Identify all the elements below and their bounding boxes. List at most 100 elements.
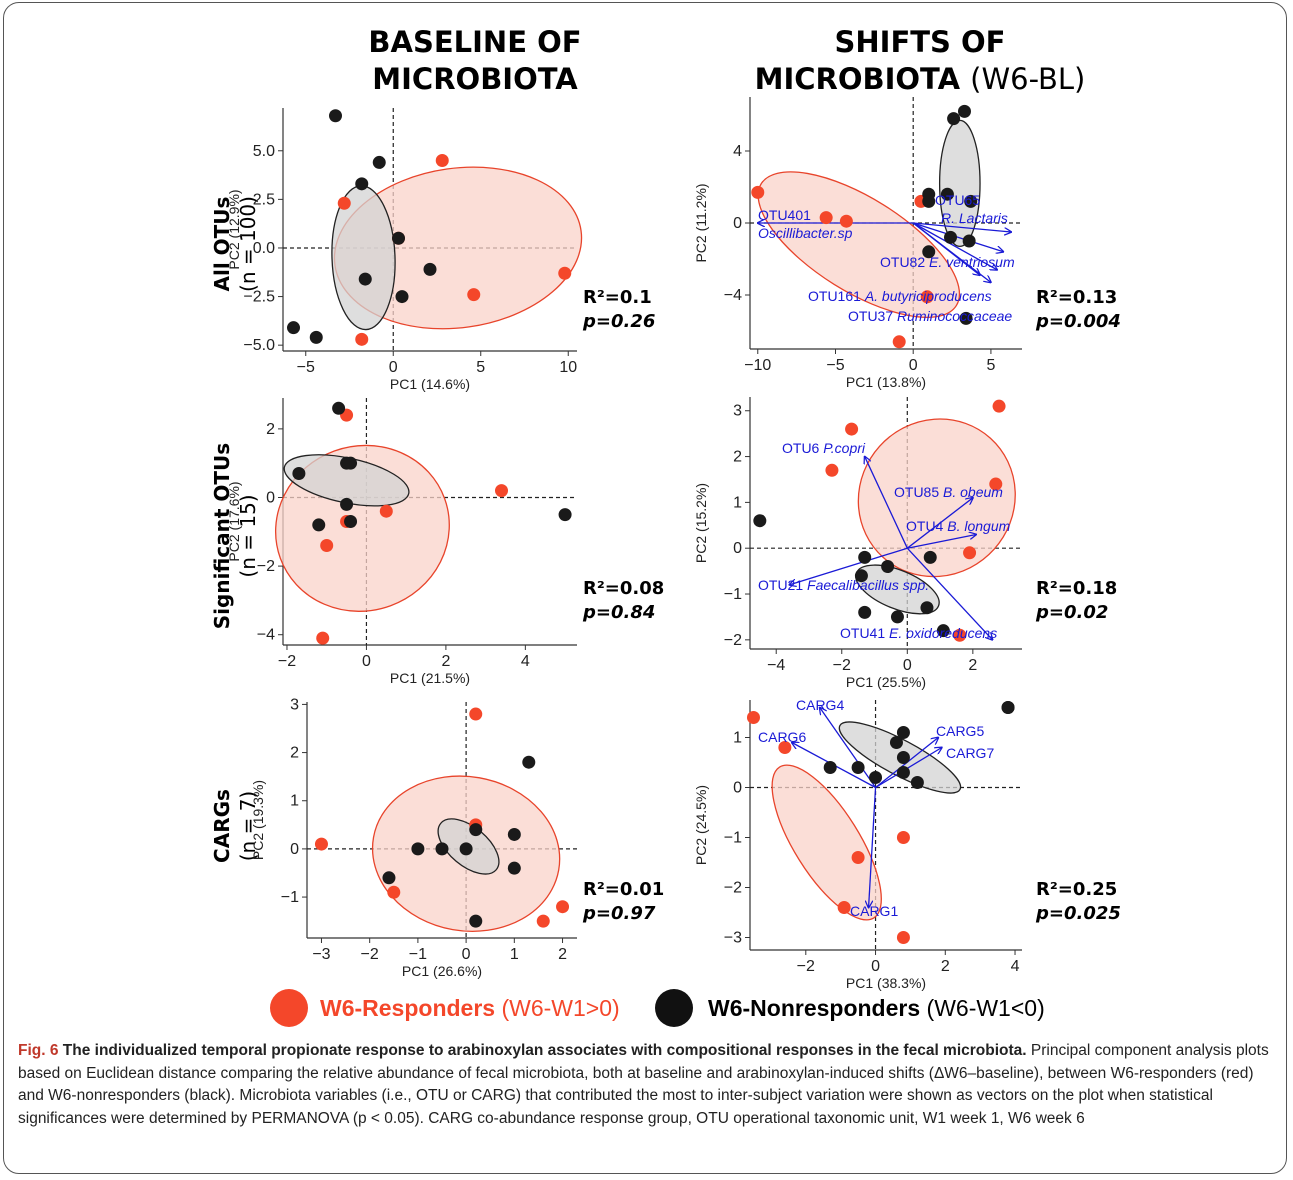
nonresponder-point xyxy=(896,766,910,779)
nonresponder-point xyxy=(858,550,872,564)
x-tick-label: 0 xyxy=(389,359,398,376)
responder-point xyxy=(469,707,483,721)
figure-caption: Fig. 6 The individualized temporal propi… xyxy=(18,1040,1276,1130)
responder-point xyxy=(992,399,1006,413)
nonresponder-point xyxy=(344,456,358,470)
responder-point xyxy=(387,885,401,899)
column-header-shifts-bold: SHIFTS OF MICROBIOTA xyxy=(754,25,1006,96)
responder-ellipse xyxy=(757,171,961,318)
loading-vector xyxy=(907,534,976,549)
p-value: p=0.025 xyxy=(1036,903,1121,924)
y-tick-label: 2 xyxy=(266,421,275,438)
y-tick-label: 4 xyxy=(733,143,742,160)
p-value: p=0.02 xyxy=(1036,602,1109,623)
responder-ellipse xyxy=(771,764,882,921)
x-axis-title: PC1 (38.3%) xyxy=(846,975,926,991)
caption-fig-number: Fig. 6 xyxy=(18,1042,59,1059)
loading-vector xyxy=(913,222,1011,232)
nonresponder-point xyxy=(522,755,536,769)
vector-label: OTU37 Ruminococcaceae xyxy=(848,308,1012,324)
stat-significant-otus-shifts: R²=0.18 p=0.02 xyxy=(1036,577,1117,625)
loading-vector xyxy=(875,748,942,789)
figure-frame xyxy=(3,2,1287,1174)
y-tick-label: −2 xyxy=(724,880,742,897)
y-tick-label: 5.0 xyxy=(253,143,275,160)
responder-point xyxy=(851,851,865,864)
nonresponder-point xyxy=(851,761,865,774)
responder-point xyxy=(839,214,853,228)
y-tick-label: 0 xyxy=(733,540,742,557)
y-tick-label: 3 xyxy=(733,403,742,420)
responder-point xyxy=(920,290,934,304)
responder-point xyxy=(467,288,481,302)
x-axis-title: PC1 (14.6%) xyxy=(390,376,470,392)
y-tick-label: −2.5 xyxy=(243,289,275,306)
stat-cargs-shifts: R²=0.25 p=0.025 xyxy=(1036,878,1121,926)
nonresponder-point xyxy=(896,751,910,764)
y-tick-label: −1 xyxy=(724,830,742,847)
nonresponder-point xyxy=(312,518,326,532)
pca-panel: −10 −5 0 5 −4 0 4 PC1 (13.8%) PC2 (11.2%) OTU401 O… xyxy=(693,97,1022,390)
vector-label: CARG5 xyxy=(936,723,984,739)
nonresponder-point xyxy=(823,761,837,774)
pca-panel: −4 −2 0 2 −2 −1 0 1 2 3 PC1 (25.5%) PC2 (15.2%) OTU6… xyxy=(693,397,1022,690)
nonresponder-point xyxy=(395,290,409,304)
x-tick-label: 0 xyxy=(909,357,918,374)
vector-label: CARG7 xyxy=(946,745,994,761)
vector-label: OTU161 A. butyriciproducens xyxy=(808,288,992,304)
vector-label-line2: Oscillibacter.sp xyxy=(758,225,853,241)
y-tick-label: 0 xyxy=(290,841,299,858)
loading-vector xyxy=(869,787,877,908)
nonresponder-point xyxy=(358,272,372,286)
x-tick-label: 0 xyxy=(903,657,912,674)
x-tick-label: 0 xyxy=(462,946,471,963)
nonresponder-point xyxy=(889,736,903,749)
nonresponder-point xyxy=(920,601,934,615)
x-tick-label: 5 xyxy=(986,357,995,374)
stat-all-otus-shifts: R²=0.13 p=0.004 xyxy=(1036,286,1121,334)
nonresponder-point xyxy=(372,155,386,169)
x-tick-label: 2 xyxy=(941,958,950,975)
legend: W6-Responders (W6-W1>0) W6-Nonresponders… xyxy=(0,988,1293,1028)
x-tick-label: −4 xyxy=(767,657,785,674)
vector-label: CARG6 xyxy=(758,729,806,745)
nonresponder-legend-bold: W6-Nonresponders xyxy=(708,995,921,1021)
responder-legend-label: W6-Responders (W6-W1>0) xyxy=(320,989,620,1027)
responder-point xyxy=(837,901,851,914)
y-tick-label: −3 xyxy=(724,930,742,947)
nonresponder-point xyxy=(936,624,950,638)
nonresponder-point xyxy=(329,109,342,123)
responder-point xyxy=(989,477,1003,491)
responder-point xyxy=(953,628,967,642)
vector-label: OTU65 xyxy=(935,192,980,208)
vector-label: OTU82 E. ventriosum xyxy=(880,254,1015,270)
loading-vector xyxy=(912,222,997,270)
x-tick-label: 2 xyxy=(558,946,567,963)
nonresponder-legend-label: W6-Nonresponders (W6-W1<0) xyxy=(708,989,1045,1027)
y-tick-label: −4 xyxy=(724,287,742,304)
column-header-shifts-normal: (W6-BL) xyxy=(970,62,1086,96)
responder-point xyxy=(892,335,906,349)
nonresponder-point xyxy=(309,330,323,344)
x-tick-label: −1 xyxy=(409,946,427,963)
y-tick-label: −2 xyxy=(724,632,742,649)
x-tick-label: 2 xyxy=(968,657,977,674)
p-value: p=0.84 xyxy=(583,602,656,623)
nonresponder-point xyxy=(922,194,936,208)
y-tick-label: 2 xyxy=(290,745,299,762)
nonresponder-point xyxy=(423,262,437,276)
loading-vector xyxy=(906,498,973,549)
nonresponder-point xyxy=(287,321,300,335)
nonresponder-point xyxy=(332,401,346,415)
nonresponder-point xyxy=(392,231,405,245)
x-tick-label: −2 xyxy=(797,958,815,975)
loading-vector xyxy=(820,708,877,788)
responder-point xyxy=(379,504,393,518)
y-tick-label: 2 xyxy=(733,449,742,466)
vector-label: OTU6 P.copri xyxy=(782,440,866,456)
vector-label: CARG4 xyxy=(796,697,844,713)
r2-value: R²=0.08 xyxy=(583,578,665,599)
y-axis-title: PC2 (19.3%) xyxy=(250,780,266,860)
y-tick-label: −2 xyxy=(257,558,275,575)
